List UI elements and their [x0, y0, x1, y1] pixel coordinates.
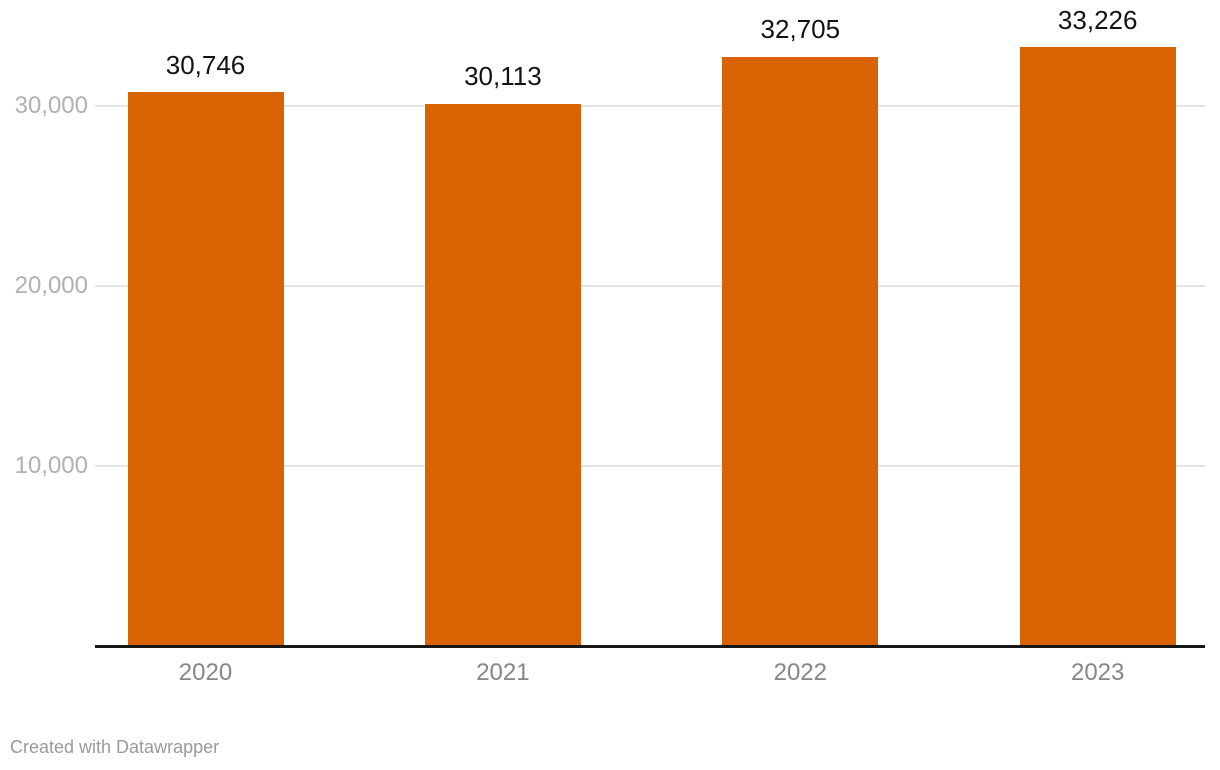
bar-value-label: 30,113 — [464, 61, 542, 92]
x-tick-label: 2023 — [1070, 659, 1125, 686]
x-axis-line — [95, 645, 1205, 648]
bar-value-label: 30,746 — [165, 49, 246, 80]
x-tick-label: 2021 — [476, 659, 530, 686]
gridline — [95, 465, 1205, 468]
y-tick-label: 30,000 — [14, 91, 88, 119]
x-tick-label: 2022 — [773, 659, 827, 686]
bar — [424, 103, 581, 647]
bar-value-label: 33,226 — [1057, 4, 1138, 35]
gridline — [95, 104, 1205, 107]
bar — [127, 92, 284, 647]
bar-value-label: 32,705 — [760, 14, 841, 45]
bar — [1019, 47, 1176, 647]
bar — [722, 56, 879, 647]
y-tick-label: 20,000 — [14, 271, 88, 299]
x-tick-label: 2020 — [178, 659, 233, 686]
y-tick-label: 10,000 — [14, 452, 88, 480]
datawrapper-credit-link[interactable]: Created with Datawrapper — [10, 737, 220, 757]
gridline — [95, 284, 1205, 287]
